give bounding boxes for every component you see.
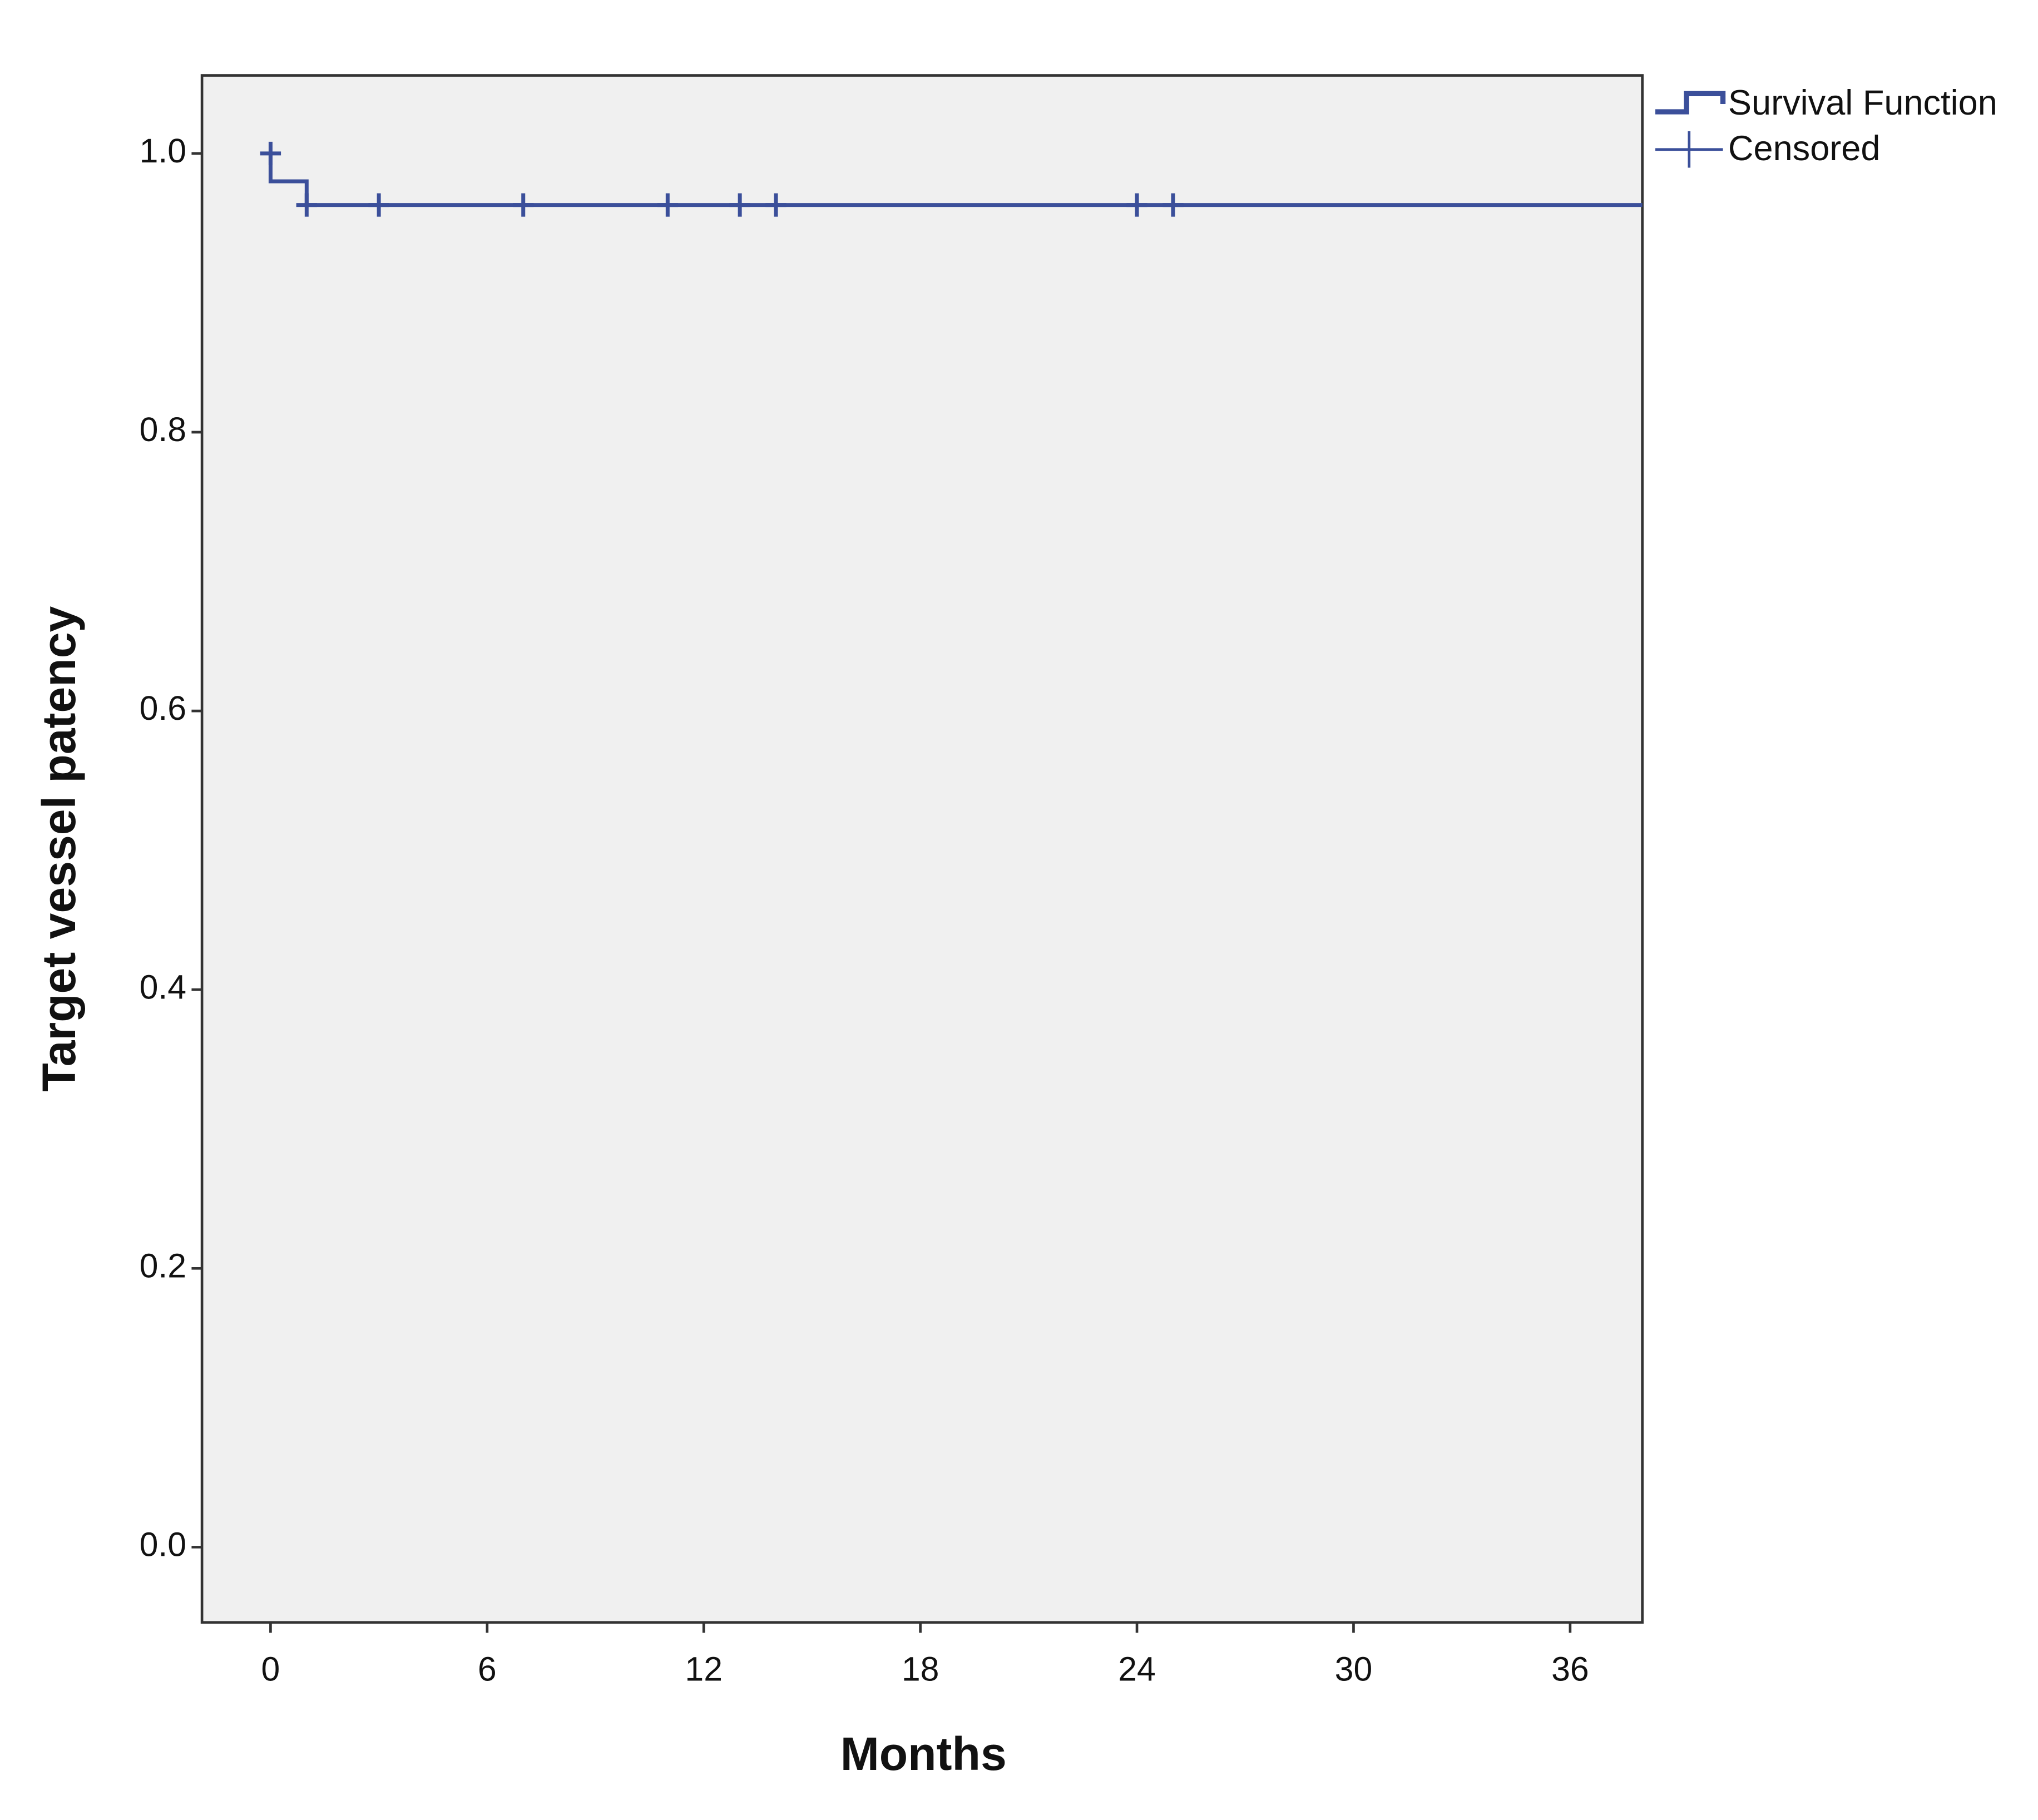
censored-mark xyxy=(260,141,281,165)
survival-line xyxy=(268,153,1643,207)
censored-mark xyxy=(729,193,750,217)
censored-mark xyxy=(296,193,318,217)
x-tick-label: 30 xyxy=(1335,1650,1373,1688)
legend-swatch-censored xyxy=(1655,131,1723,168)
y-tick-label: 0.6 xyxy=(140,689,186,727)
x-tick-label: 0 xyxy=(261,1650,280,1688)
y-tick-label: 1.0 xyxy=(140,132,186,170)
x-tick-label: 18 xyxy=(902,1650,939,1688)
plot-area xyxy=(200,74,1644,1624)
censored-mark xyxy=(765,193,786,217)
y-tick-label: 0.8 xyxy=(140,411,186,448)
censored-mark xyxy=(368,193,389,217)
censored-mark xyxy=(513,193,534,217)
x-tick-label: 24 xyxy=(1118,1650,1156,1688)
x-tick-label: 6 xyxy=(478,1650,497,1688)
censored-mark xyxy=(1126,193,1147,217)
y-tick-label: 0.4 xyxy=(140,968,186,1006)
x-tick-label: 36 xyxy=(1551,1650,1589,1688)
y-tick-label: 0.2 xyxy=(140,1247,186,1284)
censored-mark xyxy=(1163,193,1184,217)
legend-label: Censored xyxy=(1728,129,1881,168)
legend-swatch-survival xyxy=(1655,91,1726,115)
censored-mark xyxy=(657,193,679,217)
y-axis-label: Target vessel patency xyxy=(33,606,85,1092)
x-axis-label: Months xyxy=(840,1728,1007,1780)
y-tick-label: 0.0 xyxy=(140,1525,186,1563)
x-tick-label: 12 xyxy=(685,1650,723,1688)
legend-label: Survival Function xyxy=(1728,83,1997,122)
